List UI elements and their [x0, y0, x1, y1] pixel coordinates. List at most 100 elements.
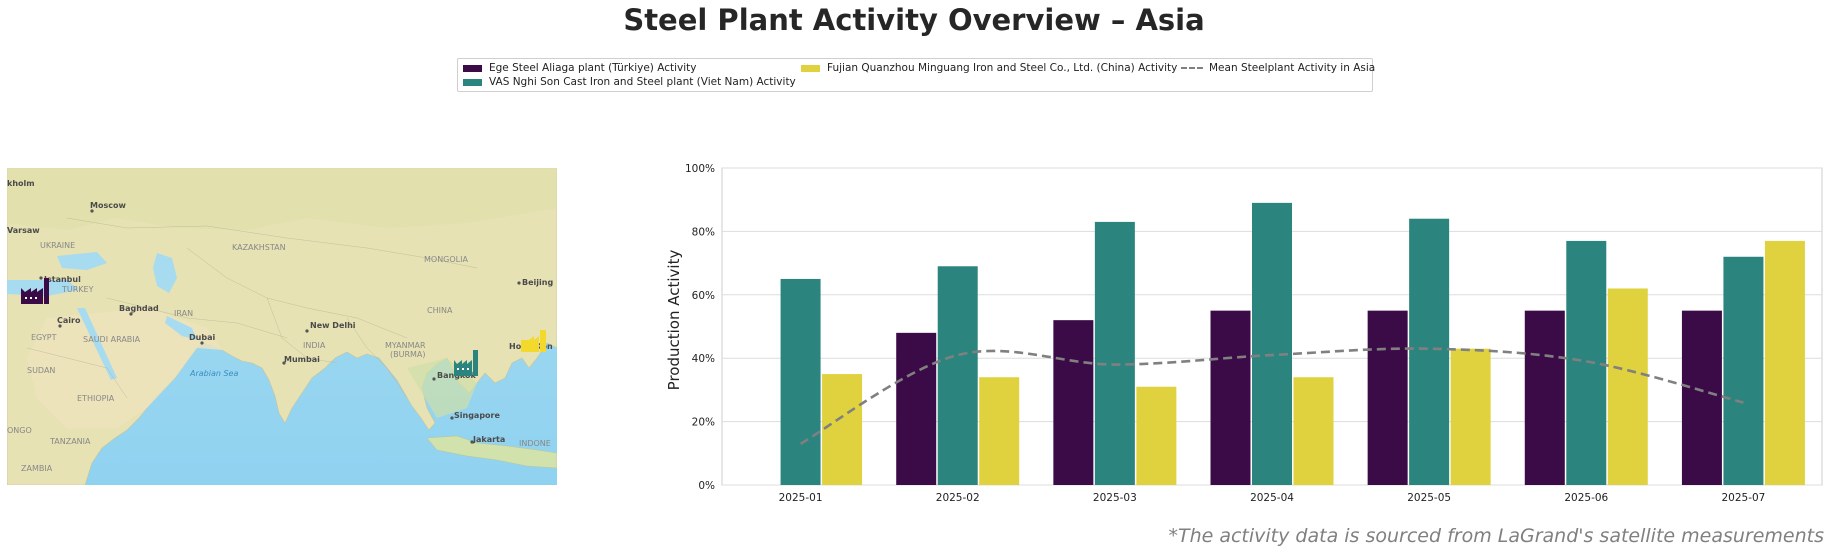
map-city-dots [39, 209, 521, 444]
bar-vas [937, 266, 978, 485]
line-layer [799, 347, 1744, 445]
map-label-jakarta: Jakarta [472, 435, 505, 444]
map-label-beijing: Beijing [522, 278, 553, 287]
map-label-singapore: Singapore [454, 411, 500, 420]
bar-ege [1210, 310, 1251, 485]
map-dot-newdelhi [305, 329, 309, 333]
bar-ege [896, 332, 937, 485]
factory-icon-vas [454, 350, 478, 376]
map-label-saudi: SAUDI ARABIA [83, 335, 141, 344]
legend-label-mean: Mean Steelplant Activity in Asia [1209, 62, 1376, 74]
map-label-arabiansea: Arabian Sea [189, 369, 238, 378]
map-label-ongo: ONGO [7, 426, 32, 435]
bar-ege [1681, 310, 1722, 485]
y-tick-label: 80% [692, 226, 715, 238]
legend-item-mean: Mean Steelplant Activity in Asia [1181, 62, 1375, 74]
map-dot-beijing [517, 281, 521, 285]
map-label-mongolia: MONGOLIA [424, 255, 468, 264]
bar-ege [1524, 310, 1565, 485]
map-label-newdelhi: New Delhi [310, 321, 356, 330]
map-label-moscow: Moscow [90, 201, 126, 210]
x-tick-label: 2025-05 [1407, 492, 1451, 504]
map-label-ukraine: UKRAINE [40, 241, 75, 250]
legend-item-fujian: Fujian Quanzhou Minguang Iron and Steel … [801, 62, 1177, 74]
map-label-iran: IRAN [174, 309, 193, 318]
factory-icon-ege [21, 278, 49, 304]
map-dot-moscow [90, 209, 94, 213]
bar-fujian [822, 374, 863, 485]
map-label-china: CHINA [427, 306, 453, 315]
legend-swatch-vas [463, 78, 482, 86]
map-dot-mumbai [282, 361, 286, 365]
map-dot-singapore [450, 416, 454, 420]
map-label-india: INDIA [303, 341, 326, 350]
bar-vas [1252, 202, 1292, 485]
x-tick-label: 2025-02 [936, 492, 980, 504]
page-title: Steel Plant Activity Overview – Asia [623, 3, 1205, 37]
legend-label-ege: Ege Steel Aliaga plant (Türkiye) Activit… [489, 62, 697, 74]
grid-layer [721, 167, 1823, 486]
y-tick-label: 100% [685, 163, 715, 175]
bar-vas [780, 278, 821, 485]
bar-vas [1409, 218, 1450, 485]
map-indonesia [426, 435, 557, 469]
map-black-sea [57, 252, 107, 270]
bar-vas [1723, 256, 1764, 485]
map-persian-gulf [165, 316, 197, 340]
map-dot-baghdad [129, 312, 133, 316]
map-label-turkey: TURKEY [61, 285, 94, 294]
bar-fujian [1450, 348, 1491, 485]
plot-frame [721, 167, 1823, 486]
map-label-indone: INDONE [519, 439, 551, 448]
map-label-stockholm: kholm [7, 179, 35, 188]
chart-legend: Ege Steel Aliaga plant (Türkiye) Activit… [457, 58, 1375, 92]
map-label-mumbai: Mumbai [284, 355, 320, 364]
asia-map: kholm Moscow Varsaw UKRAINE KAZAKHSTAN M… [7, 168, 557, 485]
legend-swatch-fujian [801, 64, 820, 72]
map-label-kazakhstan: KAZAKHSTAN [232, 243, 286, 252]
legend-item-vas: VAS Nghi Son Cast Iron and Steel plant (… [463, 76, 796, 88]
map-dot-jakarta [470, 440, 474, 444]
footnote: *The activity data is sourced from LaGra… [1168, 525, 1824, 547]
map-desert [27, 308, 222, 428]
x-tick-label: 2025-03 [1093, 492, 1137, 504]
x-tick-label: 2025-06 [1564, 492, 1608, 504]
x-tick-label: 2025-04 [1250, 492, 1294, 504]
factory-icon-fujian [521, 330, 546, 352]
legend-item-ege: Ege Steel Aliaga plant (Türkiye) Activit… [463, 62, 696, 74]
bar-vas [1566, 240, 1607, 485]
y-tick-label: 20% [692, 417, 715, 429]
bar-fujian [979, 377, 1020, 485]
bar-vas [1094, 221, 1135, 485]
map-label-baghdad: Baghdad [119, 304, 159, 313]
map-dot-dubai [200, 341, 204, 345]
legend-label-vas: VAS Nghi Son Cast Iron and Steel plant (… [489, 76, 796, 88]
map-label-tanzania: TANZANIA [49, 437, 91, 446]
map-label-myanmar: MYANMAR [385, 341, 426, 350]
bar-ege [1367, 310, 1408, 485]
x-tick-label: 2025-07 [1721, 492, 1765, 504]
map-dot-istanbul [39, 276, 43, 280]
map-label-burma: (BURMA) [390, 350, 426, 359]
y-tick-label: 40% [692, 353, 715, 365]
map-land-north [7, 168, 557, 230]
map-caspian [153, 253, 177, 293]
x-tick-label: 2025-01 [779, 492, 823, 504]
map-label-sudan: SUDAN [27, 366, 55, 375]
map-label-dubai: Dubai [189, 333, 215, 342]
map-red-sea [77, 308, 117, 380]
bar-fujian [1607, 288, 1648, 485]
map-svg: kholm Moscow Varsaw UKRAINE KAZAKHSTAN M… [7, 168, 557, 485]
legend-label-fujian: Fujian Quanzhou Minguang Iron and Steel … [827, 62, 1178, 74]
bar-ege [1053, 320, 1094, 485]
map-dot-cairo [58, 324, 62, 328]
bar-layer [780, 202, 1805, 485]
map-dot-bangkok [432, 377, 436, 381]
y-axis-label: Production Activity [665, 250, 683, 391]
map-label-zambia: ZAMBIA [21, 464, 53, 473]
legend-swatch-mean [1181, 67, 1203, 69]
map-label-warsaw: Varsaw [7, 226, 40, 235]
bar-fujian [1764, 240, 1805, 485]
map-label-istanbul: Istanbul [44, 275, 81, 284]
map-label-ethiopia: ETHIOPIA [77, 394, 115, 403]
